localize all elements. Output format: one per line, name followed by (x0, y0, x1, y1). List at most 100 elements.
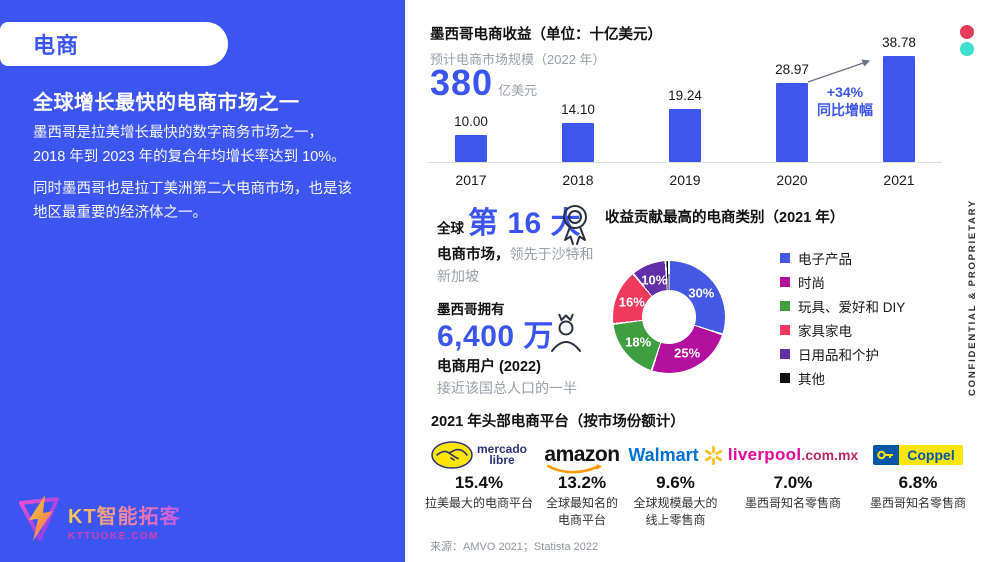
stat1-gray-text: 领先于沙特和 新加坡 (437, 246, 594, 285)
legend-label: 玩具、爱好和 DIY (798, 300, 906, 315)
stat2-gray-text: 接近该国总人口的一半 (437, 380, 577, 396)
liverpool-desc: 墨西哥知名零售商 (744, 496, 841, 510)
stat2-prefix: 墨西哥拥有 (437, 302, 505, 317)
legend-item: 其他 (780, 371, 905, 387)
stat1-big-value: 第 16 大 (468, 207, 582, 240)
donut-slice-label: 16% (618, 294, 645, 310)
legend-swatch-icon (780, 277, 790, 287)
section-tag-pill: 电商 (0, 22, 228, 66)
bar-value-label: 14.10 (561, 102, 595, 117)
donut-slice-label: 30% (688, 285, 715, 301)
section-tag-label: 电商 (33, 33, 80, 58)
bar-column: 38.78 (856, 35, 942, 162)
panel-paragraph-1: 墨西哥是拉美增长最快的数字商务市场之一， 2018 年到 2023 年的复合年均… (33, 125, 346, 165)
mercadolibre-handshake-icon (431, 441, 473, 469)
donut-legend: 电子产品时尚玩具、爱好和 DIY 家具家电日用品和个护 其他 (780, 251, 905, 395)
stat2-bold-text: 电商用户 (2022) (437, 359, 541, 375)
coppel-desc: 墨西哥知名零售商 (869, 496, 966, 510)
mercadolibre-logo: mercado libre (420, 440, 538, 470)
user-crown-icon (548, 311, 584, 362)
stat2-big-value: 6,400 万 (437, 320, 554, 353)
platform-coppel: Coppel 6.8% 墨西哥知名零售商 (856, 440, 980, 512)
platform-liverpool: liverpool .com.mx 7.0% 墨西哥知名零售商 (728, 440, 858, 512)
bar-value-label: 19.24 (668, 88, 702, 103)
liverpool-wordmark: liverpool (727, 445, 802, 464)
platforms-title: 2021 年头部电商平台（按市场份额计） (431, 414, 685, 430)
platform-walmart: Walmart 9.6% 全球规模最大的 线上零售商 (618, 440, 733, 529)
coppel-logo: Coppel (856, 440, 980, 470)
legend-label: 电子产品 (798, 252, 852, 267)
liverpool-share: 7.0% (773, 473, 813, 492)
brand-text: KT智能拓客 KTTUOKE.COM (68, 500, 181, 542)
x-axis-tick: 2017 (455, 172, 487, 188)
donut-slice-label: 25% (674, 345, 701, 361)
legend-swatch-icon (780, 325, 790, 335)
market-size-value: 380 (430, 62, 494, 103)
medal-icon (557, 203, 593, 254)
amazon-desc: 全球最知名的 电商平台 (545, 496, 618, 527)
legend-swatch-icon (780, 373, 790, 383)
x-axis-tick: 2018 (562, 172, 594, 188)
stat1-bold-text: 电商市场， (437, 247, 510, 263)
donut-chart: 30% 25% 18% 16% 10% (613, 261, 725, 373)
bar-value-label: 28.97 (775, 62, 809, 77)
walmart-desc: 全球规模最大的 线上零售商 (633, 496, 718, 527)
donut-hole (642, 290, 696, 344)
accent-dot-red (960, 25, 974, 39)
legend-item: 家具家电 (780, 323, 905, 339)
panel-paragraph-2: 同时墨西哥也是拉丁美洲第二大电商市场，也是该 地区最重要的经济体之一。 (33, 181, 352, 221)
brand-name: KT智能拓客 (68, 500, 181, 529)
stat-ecommerce-users: 墨西哥拥有 6,400 万 电商用户 (2022) 接近该国总人口的一半 (437, 298, 605, 398)
coppel-wordmark: Coppel (907, 447, 955, 463)
amazon-logo: amazon (528, 440, 636, 474)
bar-value-label: 38.78 (882, 35, 916, 50)
x-axis-tick: 2020 (776, 172, 808, 188)
walmart-wordmark: Walmart (628, 444, 699, 465)
mercadolibre-share: 15.4% (454, 473, 504, 492)
legend-item: 玩具、爱好和 DIY (780, 299, 906, 315)
legend-label: 家具家电 (798, 324, 852, 339)
growth-arrow-icon (806, 55, 876, 90)
bar (776, 83, 808, 162)
bar (562, 123, 594, 162)
growth-annotation-pct: +34% (826, 84, 864, 100)
legend-swatch-icon (780, 349, 790, 359)
walmart-logo: Walmart (618, 440, 733, 470)
bar-value-label: 10.00 (454, 114, 488, 129)
bar-column: 28.97 (749, 62, 835, 162)
walmart-share: 9.6% (656, 473, 695, 492)
legend-item: 日用品和个护 (780, 347, 905, 363)
bar-column: 14.10 (535, 102, 621, 162)
accent-dot-teal (960, 42, 974, 56)
left-panel: 电商 全球增长最快的电商市场之一 墨西哥是拉美增长最快的数字商务市场之一， 20… (0, 0, 405, 562)
stat1-prefix: 全球 (437, 221, 464, 236)
legend-label: 日用品和个护 (798, 348, 879, 363)
mercadolibre-word1: mercado (476, 441, 528, 456)
legend-label: 时尚 (798, 276, 825, 291)
market-size-highlight: 380 亿美元 (430, 62, 537, 104)
bar-chart-x-axis: 2017 2018 2019 2020 2021 (428, 172, 942, 188)
stat-global-rank: 全球 第 16 大 电商市场，领先于沙特和 新加坡 (437, 207, 605, 289)
growth-annotation-text: 同比增幅 (817, 102, 873, 119)
market-size-unit: 亿美元 (498, 83, 538, 98)
walmart-spark-icon (704, 445, 722, 465)
panel-heading: 全球增长最快的电商市场之一 (33, 92, 300, 114)
coppel-share: 6.8% (898, 473, 938, 492)
coppel-key-icon (873, 445, 899, 465)
legend-item: 时尚 (780, 275, 905, 291)
legend-swatch-icon (780, 253, 790, 263)
liverpool-domain: .com.mx (801, 447, 859, 463)
brand-url: KTTUOKE.COM (68, 530, 159, 542)
bar-chart-bars: 10.00 14.10 19.24 28.97 38.78 (428, 35, 942, 163)
amazon-wordmark: amazon (544, 443, 620, 466)
bar (883, 56, 915, 162)
legend-item: 电子产品 (780, 251, 905, 267)
bar (669, 109, 701, 162)
mercadolibre-desc: 拉美最大的电商平台 (424, 496, 533, 510)
legend-label: 其他 (798, 372, 825, 387)
source-note: 来源：AMVO 2021；Statista 2022 (430, 541, 599, 553)
lightning-bolt-icon (18, 494, 60, 547)
x-axis-tick: 2019 (669, 172, 701, 188)
bar (455, 135, 487, 162)
